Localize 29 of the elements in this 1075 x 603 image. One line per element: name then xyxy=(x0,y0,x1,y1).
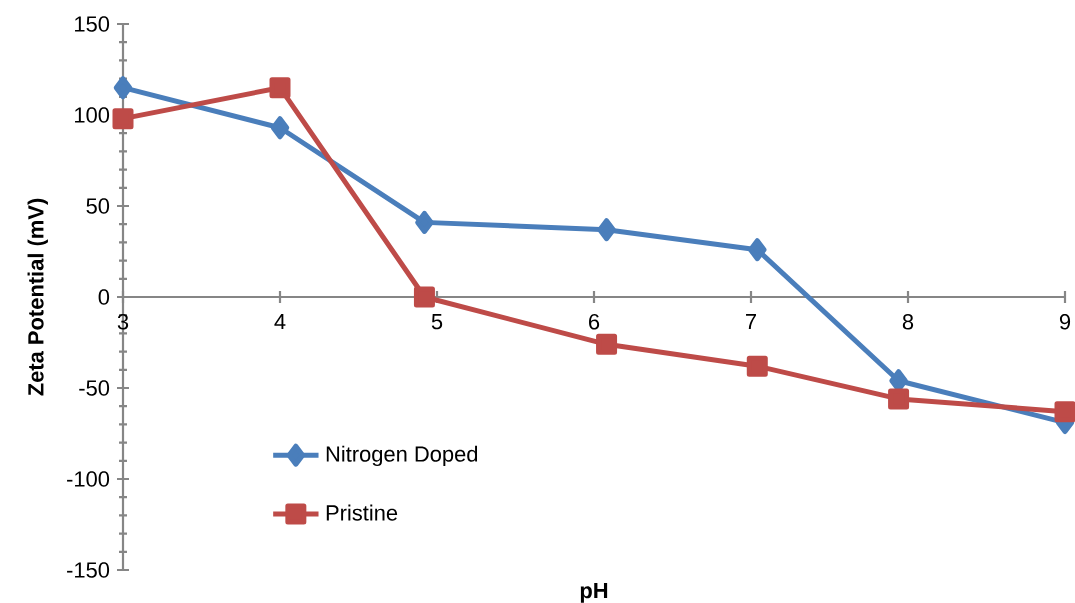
y-tick-label: -150 xyxy=(67,562,110,578)
point xyxy=(413,286,435,308)
x-tick-label: 6 xyxy=(589,314,600,330)
y-tick-label: 150 xyxy=(75,16,110,32)
point xyxy=(113,76,133,100)
y-tick-label: -100 xyxy=(67,471,110,487)
x-tick-label: 7 xyxy=(746,314,756,330)
legend-label: Pristine xyxy=(326,504,398,521)
point xyxy=(112,108,134,130)
y-tick-label: 50 xyxy=(86,198,110,214)
point xyxy=(748,238,767,262)
x-tick-label: 8 xyxy=(902,314,914,330)
point xyxy=(596,333,618,355)
y-tick-label: -50 xyxy=(79,380,110,396)
point xyxy=(888,388,910,410)
point xyxy=(746,355,768,377)
point xyxy=(597,218,616,242)
y-tick-label: 100 xyxy=(75,107,110,123)
y-axis-title: Zeta Potential (mV) xyxy=(27,198,48,396)
x-tick-label: 4 xyxy=(274,314,286,330)
x-tick-label: 9 xyxy=(1059,314,1071,330)
point xyxy=(415,210,434,234)
x-axis-title: pH xyxy=(580,583,608,603)
point xyxy=(269,77,291,99)
point xyxy=(270,116,290,140)
x-tick-label: 5 xyxy=(431,314,443,330)
y-tick-label: 0 xyxy=(98,289,110,305)
x-tick-label: 3 xyxy=(117,314,129,330)
legend-label: Nitrogen Doped xyxy=(326,445,478,467)
